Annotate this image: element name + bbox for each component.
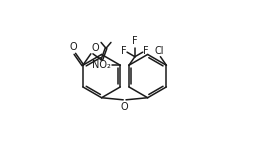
Text: O: O (70, 42, 77, 52)
Text: NO₂: NO₂ (92, 60, 111, 70)
Text: F: F (143, 46, 149, 56)
Text: F: F (132, 37, 138, 47)
Text: O: O (121, 102, 128, 112)
Text: Cl: Cl (155, 46, 164, 56)
Text: F: F (121, 46, 126, 56)
Text: O: O (91, 43, 99, 53)
